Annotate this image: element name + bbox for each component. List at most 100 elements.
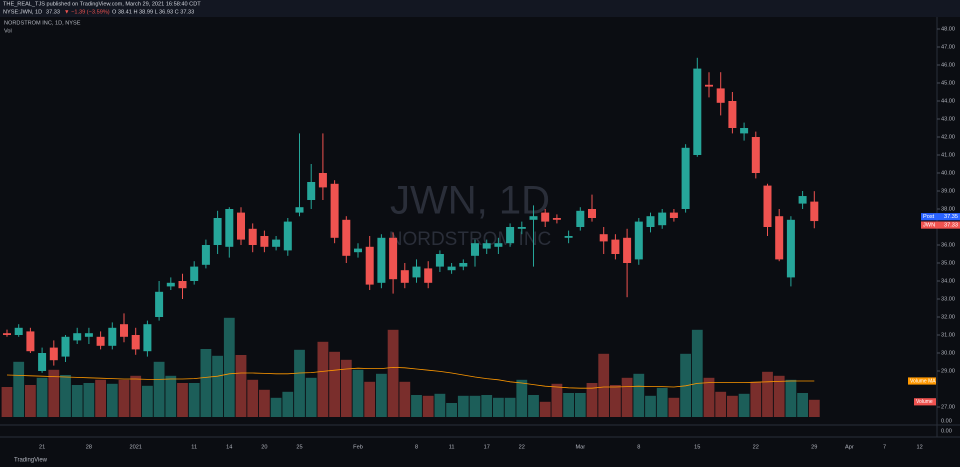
volume-tag-label: Volume	[916, 399, 933, 405]
volume-bar	[364, 381, 376, 417]
volume-bar	[715, 391, 727, 417]
candle-body	[155, 291, 164, 317]
price-tag-name: Post	[923, 214, 935, 220]
volume-bar	[738, 393, 750, 417]
volume-bar	[574, 393, 586, 417]
candle-body	[272, 239, 281, 247]
candle-body	[260, 236, 269, 247]
candle-body	[330, 183, 339, 238]
candle-body	[73, 333, 82, 341]
x-tick-label: 2021	[129, 444, 141, 450]
volume-bar	[808, 399, 820, 417]
volume-bar	[305, 377, 317, 417]
volume-bar	[563, 393, 574, 417]
volume-bar	[106, 383, 118, 417]
volume-bar	[481, 395, 493, 417]
candle-body	[201, 245, 210, 265]
candle-body	[529, 216, 538, 220]
volume-bar	[48, 369, 60, 417]
watermark: JWN, 1D	[390, 179, 550, 223]
y-tick-label: 35.00	[941, 260, 955, 266]
volume-ma-line	[6, 366, 815, 389]
price-tag-name: JWN	[923, 223, 935, 229]
x-tick-label: Mar	[575, 444, 585, 450]
x-tick-label: Feb	[353, 444, 363, 450]
candle-body	[669, 212, 678, 218]
chart-title: NORDSTROM INC, 1D, NYSE	[4, 20, 81, 26]
y-tick-label: 32.00	[941, 314, 955, 320]
candle-body	[681, 147, 690, 209]
volume-tag	[914, 398, 936, 406]
volume-bar	[13, 361, 25, 417]
candle-body	[178, 281, 187, 289]
y-tick-label: 44.00	[941, 98, 955, 104]
lower-pane-tick: 0.00	[941, 418, 952, 424]
x-tick-label: 7	[883, 444, 886, 450]
y-tick-label: 30.00	[941, 350, 955, 356]
axis-layer: 48.00 47.00 46.00 45.00 44.00 43.00 42.00 41.00…	[39, 26, 960, 450]
volume-bar	[71, 385, 83, 417]
candle-body	[295, 207, 304, 213]
volume-bar	[130, 375, 142, 417]
volume-bar	[188, 383, 200, 417]
candle-body	[435, 254, 444, 267]
volume-bar	[633, 373, 645, 417]
volume-bar	[340, 359, 352, 417]
candle-body	[564, 236, 573, 238]
candle-body	[354, 248, 362, 253]
candle-body	[658, 212, 667, 226]
candle-body	[740, 128, 749, 134]
y-tick-label: 31.00	[941, 332, 955, 338]
candle-body	[14, 327, 23, 335]
x-tick-label: 22	[753, 444, 759, 450]
candle-body	[471, 243, 479, 256]
y-tick-label: 33.00	[941, 296, 955, 302]
candle-body	[494, 243, 503, 247]
volume-bar	[118, 379, 130, 417]
candle-body	[506, 227, 515, 244]
y-tick-label: 40.00	[941, 170, 955, 176]
volume-bar	[598, 353, 610, 417]
y-tick-label: 27.00	[941, 404, 955, 410]
volume-bar	[352, 369, 364, 417]
volume-bar	[247, 379, 259, 417]
candle-body	[283, 221, 292, 251]
candle-body	[447, 266, 456, 271]
y-tick-label: 38.00	[941, 206, 955, 212]
volume-bar	[376, 373, 387, 417]
volume-bar	[668, 397, 680, 417]
volume-bar	[656, 387, 668, 417]
volume-bar	[177, 383, 188, 417]
candle-body	[459, 263, 468, 267]
y-tick-label: 41.00	[941, 152, 955, 158]
candle-body	[377, 237, 386, 283]
candle-body	[400, 270, 409, 283]
volume-label: Vol	[4, 28, 12, 34]
volume-bar	[621, 377, 633, 417]
volume-bar	[586, 383, 598, 417]
candle-body	[763, 185, 772, 227]
volume-bar	[282, 391, 294, 417]
candle-body	[84, 333, 93, 337]
y-tick-label: 45.00	[941, 80, 955, 86]
candle-body	[166, 282, 175, 287]
candle-body	[190, 266, 199, 281]
watermark-subtitle: NORDSTROM INC	[389, 229, 552, 250]
x-tick-label: 28	[86, 444, 92, 450]
y-tick-label: 34.00	[941, 278, 955, 284]
x-tick-label: 20	[261, 444, 267, 450]
volume-bar	[165, 375, 177, 417]
candle-body	[810, 201, 819, 222]
volume-bar	[610, 385, 621, 417]
candle-body	[120, 324, 128, 337]
candle-body	[248, 228, 257, 245]
x-tick-label: 8	[637, 444, 640, 450]
candle-body	[634, 221, 643, 260]
x-tick-label: 11	[191, 444, 197, 450]
volume-bar	[727, 395, 738, 417]
volume-bar	[142, 385, 153, 417]
candle-body	[775, 216, 784, 260]
candle-body	[237, 212, 245, 240]
candle-body	[225, 209, 234, 247]
